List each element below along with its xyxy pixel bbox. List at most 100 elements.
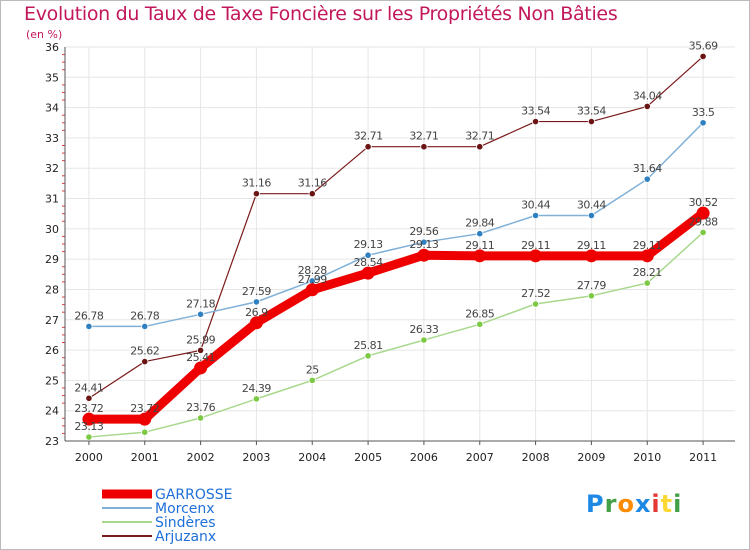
- series-line-sindères: [88, 231, 704, 438]
- x-tick-label: 2004: [298, 451, 326, 464]
- data-label: 26.33: [409, 323, 438, 336]
- data-point-sindères: [364, 352, 372, 360]
- data-point-arjuzanx: [699, 52, 707, 60]
- legend-label: Arjuzanx: [155, 529, 216, 545]
- data-label: 28.28: [298, 264, 327, 277]
- data-label: 27.18: [186, 297, 215, 310]
- data-point-sindères: [587, 292, 596, 300]
- data-label: 33.5: [692, 106, 715, 119]
- x-tick-label: 2001: [131, 451, 159, 464]
- data-point-arjuzanx: [252, 190, 261, 198]
- y-tick-label: 33: [45, 132, 59, 145]
- data-label: 25: [306, 363, 319, 376]
- proxiti-logo: Proxiti: [586, 490, 683, 518]
- data-label: 26.78: [130, 309, 159, 322]
- x-tick-label: 2003: [242, 451, 270, 464]
- data-point-arjuzanx: [85, 394, 93, 402]
- data-label: 23.72: [74, 402, 103, 415]
- x-tick-label: 2011: [689, 451, 717, 464]
- data-point-garrosse: [249, 316, 263, 330]
- data-label: 35.69: [689, 39, 718, 52]
- x-tick-label: 2005: [354, 451, 382, 464]
- data-point-garrosse: [529, 249, 543, 263]
- data-point-morcenx: [141, 322, 149, 331]
- data-label: 30.52: [689, 196, 718, 209]
- data-point-sindères: [643, 279, 651, 287]
- data-point-garrosse: [584, 249, 598, 263]
- data-point-garrosse: [640, 249, 654, 263]
- data-point-sindères: [699, 228, 707, 237]
- data-label: 24.39: [242, 382, 271, 395]
- data-point-arjuzanx: [196, 346, 205, 354]
- x-tick-label: 2007: [466, 451, 494, 464]
- data-point-morcenx: [364, 251, 372, 259]
- data-label: 32.71: [465, 130, 494, 143]
- y-tick-label: 30: [45, 223, 59, 236]
- x-tick-label: 2010: [633, 451, 661, 464]
- y-tick-label: 23: [45, 435, 59, 448]
- data-label: 33.54: [577, 105, 606, 118]
- data-label: 25.99: [186, 333, 215, 346]
- y-tick-label: 31: [45, 193, 59, 206]
- data-point-morcenx: [699, 119, 707, 127]
- legend-label: Morcenx: [155, 501, 215, 517]
- data-label: 30.44: [521, 199, 550, 212]
- data-point-arjuzanx: [587, 117, 596, 126]
- series-line-arjuzanx: [88, 55, 704, 399]
- data-label: 30.44: [577, 199, 606, 212]
- data-label: 29.13: [354, 238, 383, 251]
- data-label: 25.62: [130, 345, 159, 358]
- y-tick-label: 32: [45, 162, 59, 175]
- data-point-morcenx: [643, 175, 651, 183]
- data-label: 27.99: [298, 273, 327, 286]
- data-label: 27.59: [242, 285, 271, 298]
- data-label: 33.54: [521, 105, 550, 118]
- data-point-garrosse: [194, 361, 208, 375]
- data-point-garrosse: [473, 249, 487, 263]
- data-label: 31.16: [298, 177, 327, 190]
- data-point-arjuzanx: [531, 117, 540, 126]
- series-line-garrosse: [84, 208, 708, 424]
- y-tick-label: 34: [45, 102, 59, 115]
- data-point-sindères: [531, 300, 540, 308]
- data-point-garrosse: [696, 206, 710, 220]
- y-tick-label: 25: [45, 374, 59, 387]
- data-point-morcenx: [531, 211, 540, 220]
- data-point-sindères: [252, 395, 261, 403]
- data-point-sindères: [85, 433, 93, 441]
- legend-label: GARROSSE: [155, 487, 233, 503]
- data-point-morcenx: [196, 310, 205, 318]
- x-tick-label: 2000: [75, 451, 103, 464]
- series-line-morcenx: [88, 122, 704, 328]
- data-label: 31.16: [242, 177, 271, 190]
- data-label: 25.41: [186, 351, 215, 364]
- data-point-sindères: [308, 376, 316, 384]
- y-tick-label: 27: [45, 314, 59, 327]
- data-label: 28.54: [354, 256, 383, 269]
- data-label: 23.13: [74, 420, 103, 433]
- chart-title: Evolution du Taux de Taxe Foncière sur l…: [24, 3, 618, 25]
- data-point-garrosse: [138, 412, 152, 426]
- data-label: 29.11: [465, 239, 494, 252]
- data-label: 28.21: [633, 266, 662, 279]
- y-tick-label: 36: [45, 41, 59, 54]
- y-tick-label: 29: [45, 253, 59, 266]
- data-point-garrosse: [417, 248, 431, 262]
- data-point-morcenx: [476, 230, 484, 238]
- data-point-morcenx: [420, 238, 428, 246]
- data-label: 27.79: [577, 279, 606, 292]
- data-point-arjuzanx: [643, 102, 651, 111]
- data-point-morcenx: [587, 211, 596, 220]
- data-label: 26.85: [465, 307, 494, 320]
- data-label: 34.04: [633, 89, 662, 102]
- data-label: 24.41: [74, 381, 103, 394]
- data-point-garrosse: [361, 266, 375, 280]
- data-point-garrosse: [305, 283, 319, 297]
- data-point-arjuzanx: [364, 143, 372, 151]
- x-tick-label: 2002: [187, 451, 215, 464]
- data-point-sindères: [196, 414, 205, 422]
- data-label: 29.84: [465, 217, 494, 230]
- data-label: 29.56: [409, 225, 438, 238]
- data-point-sindères: [141, 428, 149, 436]
- data-point-garrosse: [82, 412, 96, 426]
